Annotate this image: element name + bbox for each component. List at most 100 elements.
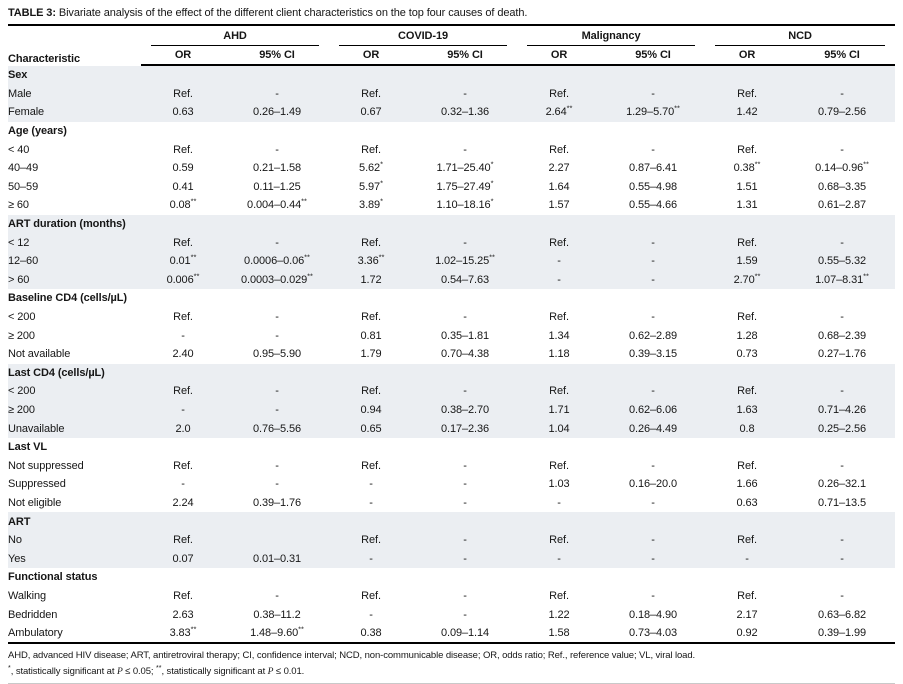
table-cell: - — [840, 459, 844, 472]
table-cell: - — [705, 549, 790, 569]
table-cell: - — [557, 496, 561, 509]
table-cell: - — [651, 496, 655, 509]
table-cell: 0.18–4.90 — [628, 608, 678, 621]
table-cell: 0.41 — [172, 180, 194, 193]
table-cell: 2.27 — [548, 162, 570, 175]
table-cell: 2.40 — [172, 348, 194, 361]
table-cell: 0.09–1.14 — [413, 623, 518, 645]
data-row: ≥ 60 0.08** 0.004–0.44** 3.89* 1.10–18.16* 1.… — [8, 196, 895, 215]
table-cell: 0.26–1.49 — [225, 103, 330, 122]
col-header-ci: 95% CI — [789, 46, 896, 66]
table-cell: 0.07 — [141, 549, 225, 569]
table-cell: 2.63 — [172, 608, 194, 621]
table-cell: - — [463, 478, 467, 491]
data-row: Unavailable 2.0 0.76–5.56 0.65 0.17–2.36 1.04… — [8, 419, 896, 438]
table-cell: 0.01** — [141, 251, 225, 271]
table-cell: 1.72 — [329, 270, 414, 290]
table-cell: - — [413, 549, 518, 569]
table-cell: 0.39–3.15 — [628, 348, 678, 361]
table-cell: - — [601, 270, 706, 290]
col-header-or: OR — [517, 46, 602, 66]
section-header-row: ART — [8, 512, 896, 531]
table-cell: - — [517, 251, 602, 271]
footnote-abbreviations: AHD, advanced HIV disease; ART, antiretr… — [8, 650, 696, 662]
table-cell: Ref. — [737, 143, 757, 156]
table-cell: 1.18 — [548, 348, 570, 361]
table-cell: 5.97* — [359, 178, 383, 193]
table-cell: 0.14–0.96** — [815, 159, 869, 175]
table-cell: Ref. — [705, 530, 790, 550]
table-caption: Bivariate analysis of the effect of the … — [55, 7, 528, 19]
data-row: > 60 0.006** 0.0003–0.029** 1.72 0.54–7.63- -… — [8, 270, 896, 290]
section-header-row: Last VL — [8, 438, 895, 457]
table-cell: - — [789, 233, 896, 252]
row-label: Yes — [8, 549, 141, 569]
table-cell: 0.17–2.36 — [413, 419, 518, 438]
table-cell: 0.004–0.44** — [247, 196, 307, 212]
table-cell: 0.68–3.35 — [818, 180, 867, 193]
table-cell: - — [275, 329, 279, 342]
table-cell: 0.0003–0.029** — [225, 270, 330, 290]
col-header-ci: 95% CI — [225, 46, 330, 66]
table-cell: 1.04 — [517, 419, 602, 438]
table-cell: 1.03 — [548, 478, 570, 491]
table-cell: Ref. — [173, 143, 193, 156]
table-cell: 1.58 — [517, 623, 602, 645]
data-row: Suppressed - - - - 1.03 0.16–20.0 1.66 0.26–32.1 — [8, 475, 895, 494]
footnote-significance: *, statistically significant at P ≤ 0.05… — [8, 665, 305, 678]
row-label: Ambulatory — [8, 623, 141, 645]
table-cell: 0.87–6.41 — [628, 162, 678, 175]
table-cell: 2.0 — [141, 419, 225, 438]
group-header-ahd: AHD — [141, 26, 329, 46]
table-cell: Ref. — [517, 233, 602, 252]
table-cell: 0.68–2.39 — [818, 329, 867, 342]
table-cell: 0.71–13.5 — [818, 496, 867, 509]
row-label: Suppressed — [8, 478, 66, 491]
table-cell: - — [141, 400, 225, 420]
table-cell: - — [275, 478, 279, 491]
table-title: TABLE 3: Bivariate analysis of the effec… — [8, 5, 895, 26]
row-label: > 60 — [8, 270, 141, 290]
row-label: Unavailable — [8, 419, 141, 438]
table-cell: 1.66 — [736, 478, 758, 491]
table-cell: - — [225, 400, 330, 420]
table-cell: Ref. — [549, 143, 569, 156]
table-cell: 3.36** — [329, 251, 414, 271]
table-cell: Ref. — [141, 530, 225, 550]
table-cell: 0.67 — [329, 103, 414, 122]
table-cell: - — [517, 549, 602, 569]
table-cell: 0.70–4.38 — [440, 348, 490, 361]
row-label: Not suppressed — [8, 459, 84, 472]
data-row: Female 0.63 0.26–1.49 0.67 0.32–1.36 2.64** 1.… — [8, 103, 896, 122]
table-cell: 1.71–25.40* — [436, 159, 494, 175]
col-header-or: OR — [329, 46, 414, 66]
data-row: Male Ref. - Ref. - Ref. - Ref. - — [8, 84, 896, 104]
table-cell: 0.62–6.06 — [601, 400, 706, 420]
table-cell: Ref. — [517, 382, 602, 401]
table-cell: 0.38–2.70 — [413, 400, 518, 420]
table-cell: - — [369, 496, 373, 509]
table-cell: 1.22 — [548, 608, 570, 621]
table-cell: 0.61–2.87 — [818, 199, 867, 212]
table-cell: 0.8 — [705, 419, 790, 438]
data-row: ≥ 200- -0.94 0.38–2.70 1.71 0.62–6.06 1.63 0.7… — [8, 400, 896, 420]
table-cell: 3.89* — [359, 196, 383, 212]
table-cell: 0.38** — [733, 159, 761, 175]
row-label: < 200 — [8, 311, 36, 324]
row-label: 12–60 — [8, 251, 141, 271]
table-cell: 0.16–20.0 — [628, 478, 678, 491]
table-cell: - — [463, 311, 467, 324]
data-row: Yes 0.07 0.01–0.31- - - - - - — [8, 549, 896, 569]
table-cell: 0.39–1.99 — [789, 623, 896, 645]
data-row: 12–60 0.01** 0.0006–0.06** 3.36** 1.02–15.25… — [8, 251, 896, 271]
table-cell: Ref. — [705, 84, 790, 104]
table-cell: - — [789, 549, 896, 569]
data-row: No Ref. Ref. - Ref. - Ref. - — [8, 530, 896, 550]
table-cell: 1.51 — [736, 180, 758, 193]
table-cell: - — [275, 143, 279, 156]
table-cell: - — [651, 459, 655, 472]
asterisk-double: ** — [156, 665, 162, 673]
row-label: 40–49 — [8, 162, 39, 175]
table-cell: 0.08** — [169, 196, 197, 212]
section-header-row: Sex — [8, 65, 896, 85]
